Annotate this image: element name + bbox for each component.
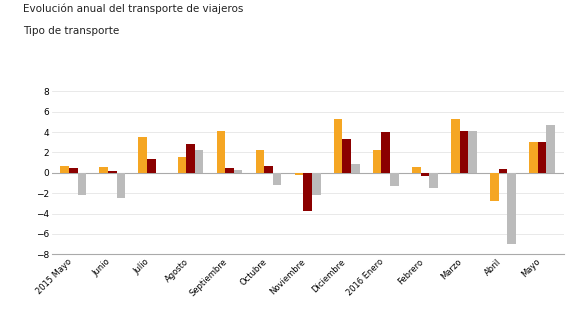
Bar: [178, 157, 186, 173]
Bar: [373, 150, 381, 173]
Bar: [507, 173, 516, 244]
Bar: [69, 168, 78, 173]
Bar: [195, 150, 204, 173]
Bar: [459, 131, 468, 173]
Bar: [78, 173, 86, 195]
Bar: [334, 119, 342, 173]
Bar: [304, 173, 312, 212]
Bar: [108, 171, 117, 173]
Bar: [312, 173, 320, 195]
Bar: [139, 137, 147, 173]
Bar: [468, 131, 477, 173]
Text: Evolución anual del transporte de viajeros: Evolución anual del transporte de viajer…: [23, 3, 243, 14]
Text: Tipo de transporte: Tipo de transporte: [23, 26, 119, 36]
Bar: [451, 119, 459, 173]
Bar: [546, 125, 555, 173]
Bar: [538, 142, 546, 173]
Bar: [217, 131, 225, 173]
Bar: [381, 132, 390, 173]
Bar: [420, 173, 429, 176]
Bar: [429, 173, 438, 188]
Bar: [264, 166, 273, 173]
Bar: [490, 173, 499, 201]
Bar: [117, 173, 125, 198]
Bar: [273, 173, 281, 185]
Bar: [234, 170, 243, 173]
Bar: [499, 169, 507, 173]
Bar: [529, 142, 538, 173]
Bar: [60, 166, 69, 173]
Bar: [390, 173, 398, 186]
Bar: [186, 144, 195, 173]
Bar: [351, 164, 359, 173]
Bar: [225, 168, 234, 173]
Bar: [256, 150, 264, 173]
Bar: [99, 167, 108, 173]
Bar: [342, 139, 351, 173]
Bar: [412, 167, 420, 173]
Bar: [295, 173, 304, 175]
Bar: [147, 158, 156, 173]
